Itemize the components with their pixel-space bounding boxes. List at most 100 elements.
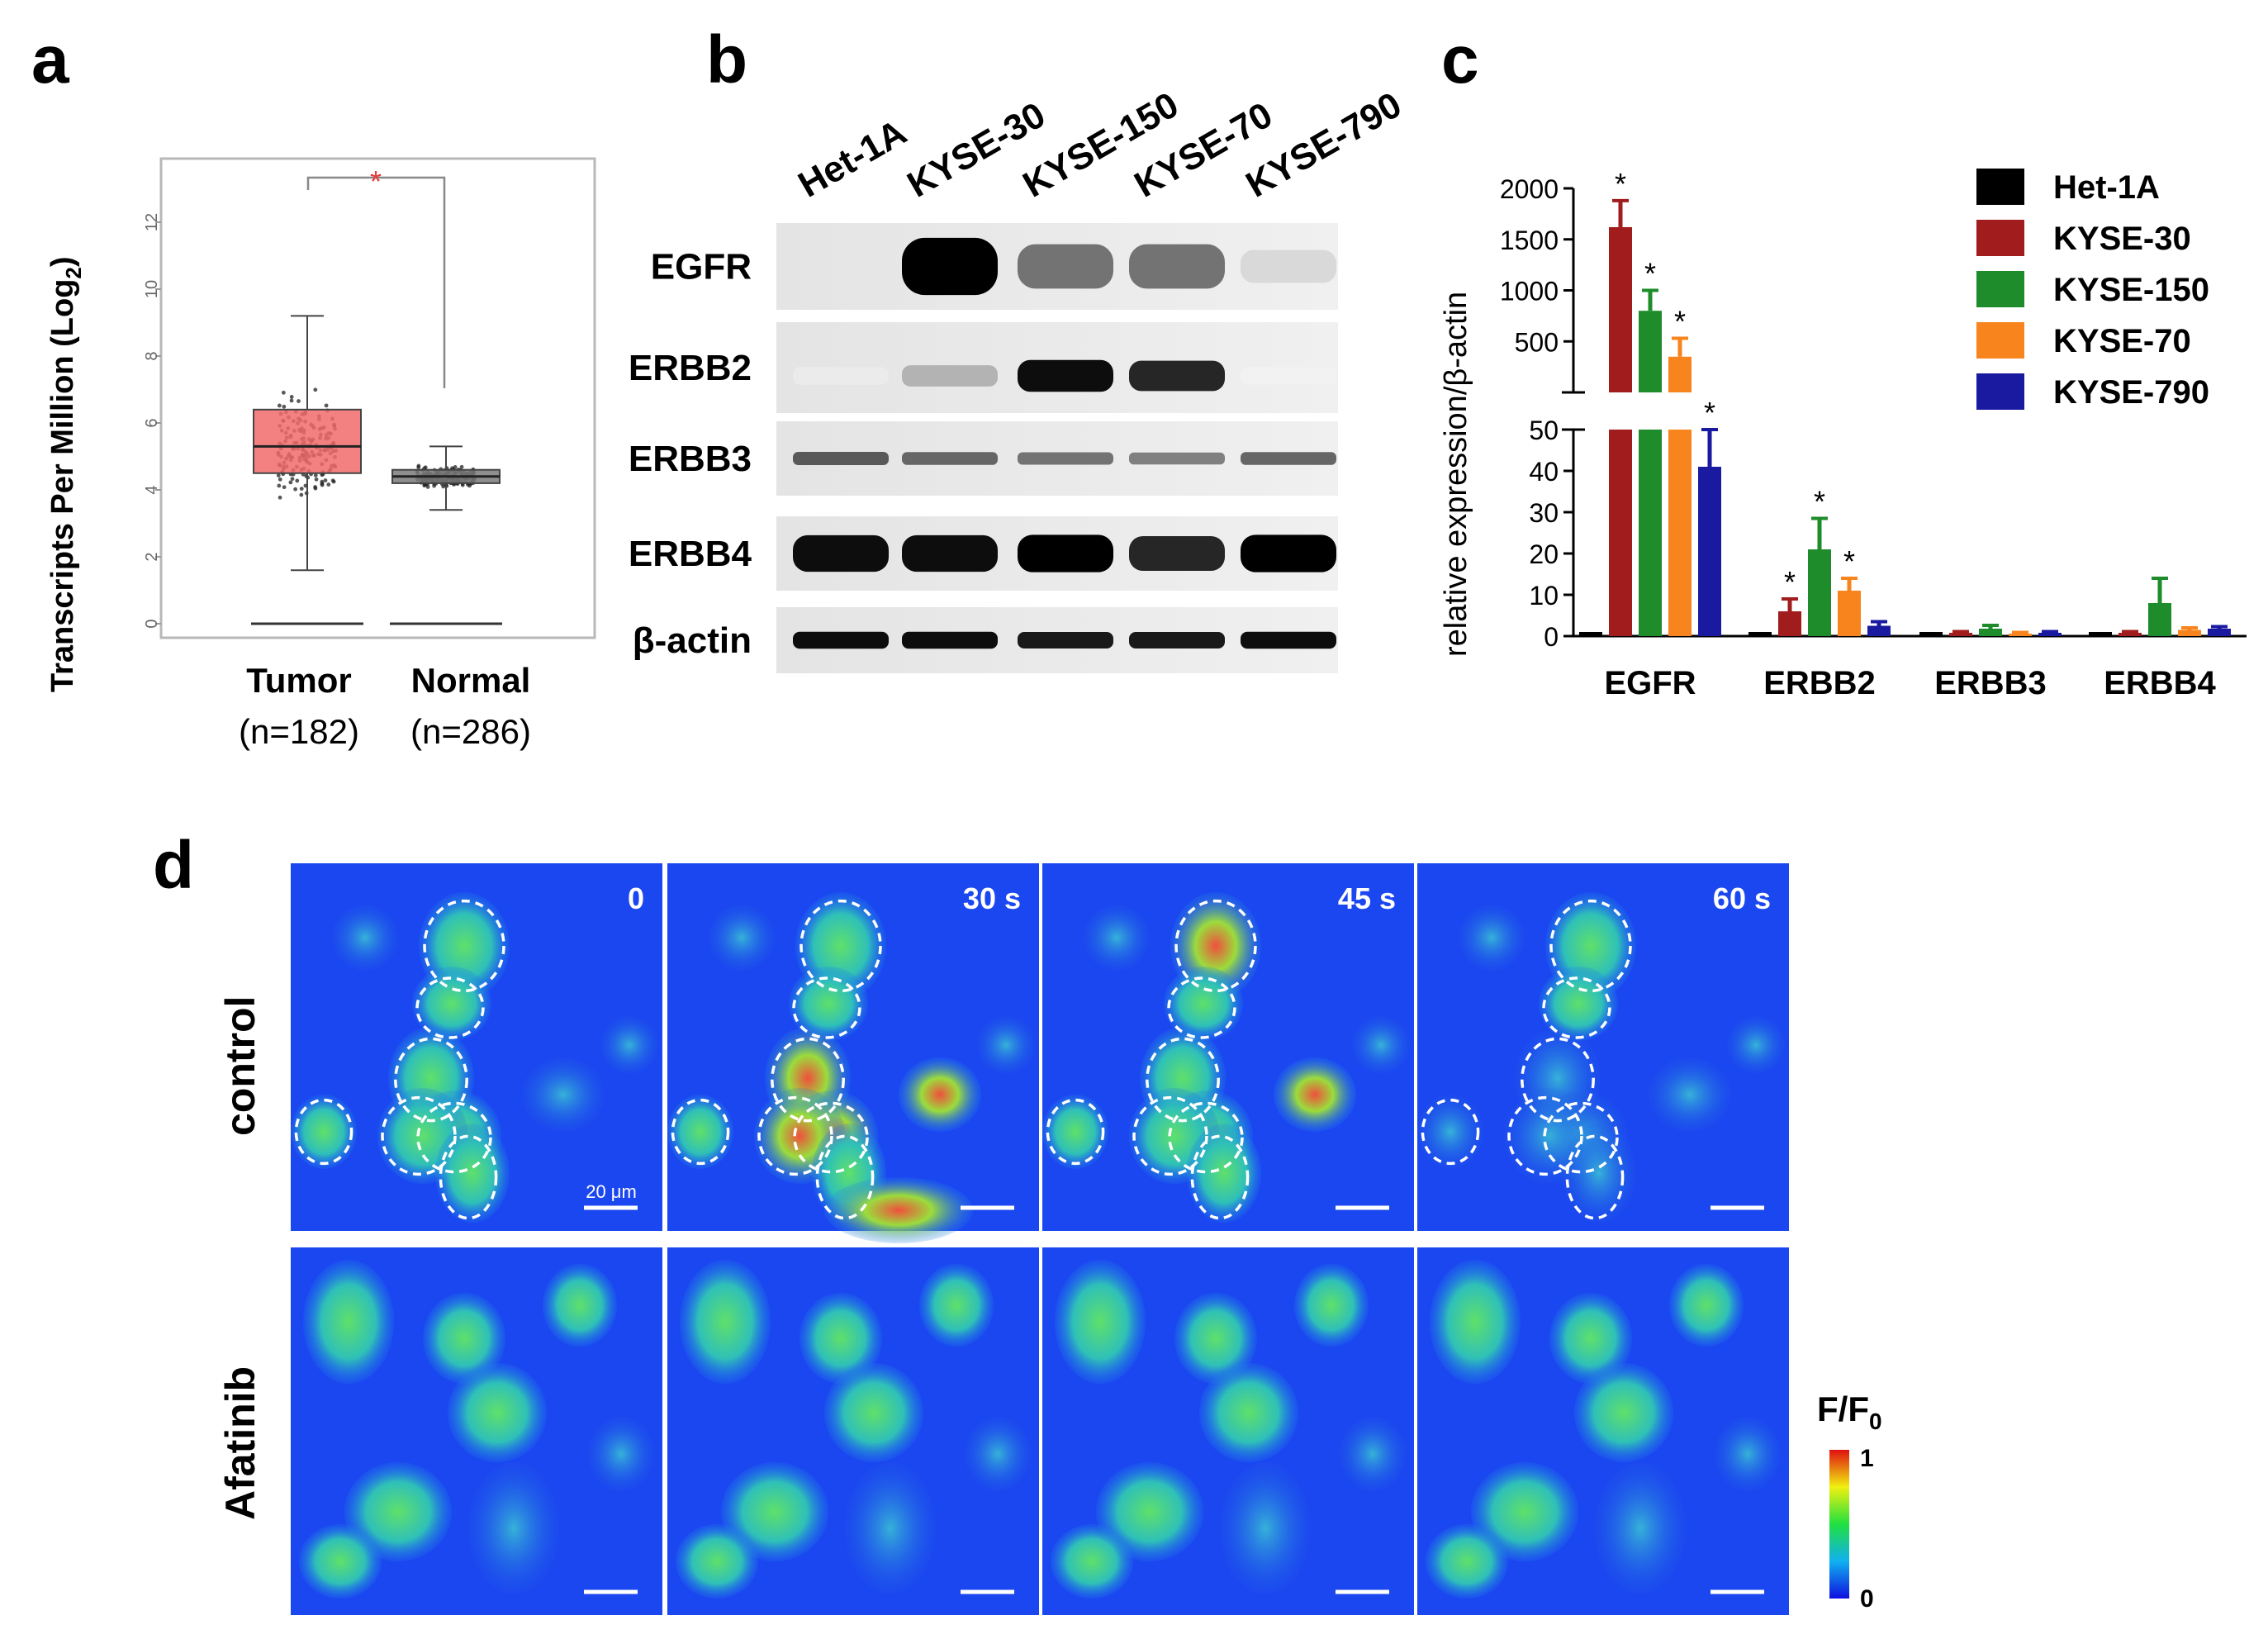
data-point	[299, 492, 304, 497]
bar	[2009, 634, 2032, 636]
data-point	[326, 482, 331, 487]
y-tick-label: 1000	[1500, 277, 1559, 306]
significance-star: *	[370, 164, 382, 198]
blot-band	[902, 452, 998, 465]
bar	[2208, 629, 2231, 636]
blot-band	[1241, 452, 1336, 465]
blot-band	[902, 365, 998, 387]
cell-outline	[799, 899, 882, 993]
cell	[965, 1417, 1031, 1491]
significance-star: *	[1704, 396, 1715, 430]
legend-label: KYSE-150	[2053, 272, 2209, 308]
boxplot-y-ticks: 0 2 4 6 8 10 12	[143, 213, 161, 629]
row-label-afatinib: Afatinib	[217, 1366, 263, 1520]
cell-outline	[416, 1101, 492, 1174]
blot-band	[1018, 631, 1113, 649]
legend-label: KYSE-790	[2053, 374, 2209, 411]
bar	[1698, 467, 1721, 636]
data-point	[313, 473, 318, 477]
blot-band	[1018, 244, 1113, 289]
significance-star: *	[1674, 305, 1686, 339]
significance-bracket: *	[306, 164, 446, 388]
legend-swatch	[1976, 373, 2024, 410]
cell-outline	[792, 976, 861, 1039]
y-tick-label: 20	[1529, 539, 1559, 569]
imaging-tile: 30 s	[667, 863, 1039, 1243]
cell-outline	[1507, 1095, 1583, 1176]
bar	[2038, 633, 2062, 636]
row-label-control: control	[217, 996, 263, 1136]
lane-label: Het-1A	[792, 112, 913, 205]
cell	[1669, 1264, 1744, 1347]
cell	[1426, 1524, 1508, 1599]
y-tick-label: 12	[143, 213, 161, 231]
cell	[919, 1264, 994, 1347]
data-point	[277, 403, 282, 408]
blot-band	[1129, 536, 1225, 571]
colorbar: F/F0 1 0	[1817, 1390, 1882, 1613]
panel-letter-b: b	[706, 22, 747, 97]
cell-outline	[439, 1134, 498, 1220]
cell-outline	[1565, 1134, 1625, 1220]
y-tick-label: 6	[143, 418, 161, 427]
y-tick-label: 8	[143, 351, 161, 360]
cell	[299, 1524, 382, 1599]
significance-star: *	[1843, 544, 1855, 578]
cell-outline	[1046, 1098, 1105, 1166]
cell-outline	[1132, 1095, 1208, 1176]
cell-outline	[757, 1095, 833, 1176]
blot-band	[902, 631, 998, 649]
bar	[1808, 549, 1831, 636]
cell-outline	[671, 1098, 730, 1166]
colorbar-max: 1	[1860, 1445, 1874, 1472]
lane-label: KYSE-790	[1240, 84, 1409, 205]
data-point	[290, 477, 295, 482]
legend-swatch	[1976, 169, 2024, 205]
cell	[680, 1260, 771, 1384]
cell	[468, 1462, 559, 1594]
cell	[1055, 1260, 1146, 1384]
y-tick-label: 4	[143, 485, 161, 494]
cell-outline	[1521, 1037, 1595, 1123]
cell-outline	[1168, 1101, 1244, 1174]
blot-band	[902, 534, 998, 572]
timepoint-label: 30 s	[963, 881, 1021, 915]
imaging-tile: 0 20 μm	[291, 863, 662, 1231]
cell	[1417, 1095, 1483, 1169]
cell	[344, 1462, 452, 1561]
cell	[1084, 905, 1150, 971]
data-point	[297, 399, 301, 403]
cell	[423, 1293, 505, 1384]
x-tick-label: ERBB4	[2104, 665, 2216, 701]
blot-band	[1241, 249, 1336, 283]
blot-band	[1241, 631, 1336, 649]
data-point	[453, 464, 458, 469]
cell	[1459, 905, 1525, 971]
group-label-normal: Normal	[411, 661, 531, 700]
bar	[1838, 591, 1861, 636]
panel-a-boxplot: 0 2 4 6 8 10 12 * Transcripts Per Million (Log…	[45, 157, 596, 751]
cell	[291, 1095, 357, 1169]
boxplot-boxes	[251, 315, 502, 625]
cell	[1294, 1264, 1369, 1347]
blot-label: β-actin	[633, 620, 752, 661]
data-point	[416, 465, 421, 470]
cell-outline	[423, 899, 505, 993]
timepoint-label: 45 s	[1338, 881, 1396, 915]
data-point	[276, 473, 281, 477]
bar	[1639, 430, 1662, 636]
group-label-tumor: Tumor	[246, 661, 352, 700]
cell-outline	[771, 1037, 845, 1123]
colorbar-title: F/F0	[1817, 1390, 1882, 1434]
bar	[1867, 625, 1891, 636]
x-tick-label: ERBB2	[1763, 665, 1876, 701]
data-point	[425, 485, 430, 489]
bar	[1919, 632, 1943, 636]
data-point	[278, 495, 282, 500]
bar	[1668, 430, 1692, 636]
legend-label: KYSE-70	[2053, 323, 2191, 359]
significance-star: *	[1814, 485, 1825, 519]
y-tick-label: 0	[143, 619, 161, 628]
